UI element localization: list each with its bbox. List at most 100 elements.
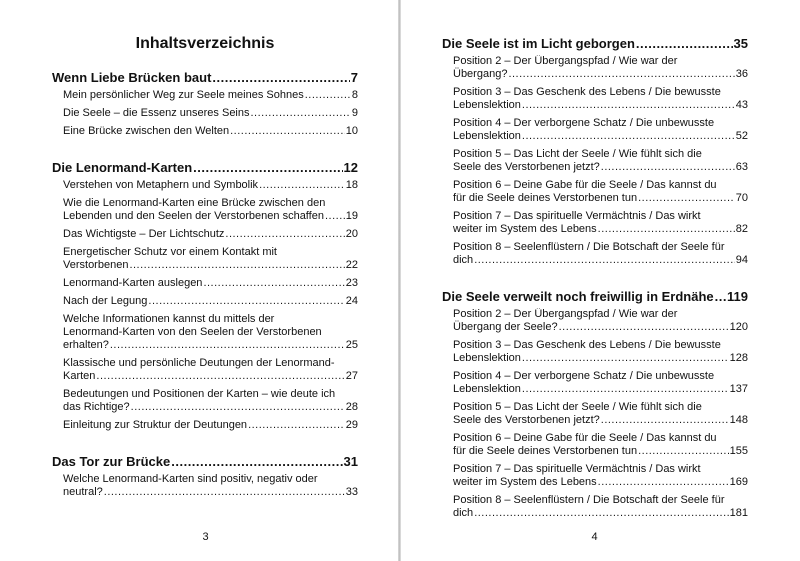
entry-page-number: 137 [728, 383, 748, 396]
entry-page-number: 24 [344, 295, 358, 308]
entry-title: Die Seele ist im Licht geborgen [442, 36, 635, 51]
entry-page-number: 43 [734, 99, 748, 112]
entry-title: Position 8 – Seelenflüstern / Die Botsch… [453, 494, 725, 519]
toc-entry[interactable]: Die Seele – die Essenz unseres Seins 9 [63, 107, 358, 120]
entry-title: Wie die Lenormand-Karten eine Brücke zwi… [63, 197, 325, 222]
entry-page-number: 25 [344, 339, 358, 352]
toc-entry[interactable]: Position 6 – Deine Gabe für die Seele / … [453, 432, 748, 458]
toc-chapter[interactable]: Die Seele verweilt noch freiwillig in Er… [442, 289, 748, 304]
entry-page-number: 19 [344, 210, 358, 223]
toc-entry[interactable]: Verstehen von Metaphern und Symbolik 18 [63, 179, 358, 192]
toc-entry[interactable]: Eine Brücke zwischen den Welten 10 [63, 125, 358, 138]
entry-page-number: 35 [732, 36, 748, 51]
entry-page-number: 70 [734, 192, 748, 205]
toc-chapter[interactable]: Die Seele ist im Licht geborgen 35 [442, 36, 748, 51]
toc-entry[interactable]: Position 3 – Das Geschenk des Lebens / D… [453, 339, 748, 365]
entry-page-number: 23 [344, 277, 358, 290]
entry-page-number: 119 [726, 289, 748, 304]
toc-section: Das Tor zur Brücke 31 Welche Lenormand-Kar… [52, 454, 358, 499]
entry-title: Welche Lenormand-Karten sind positiv, ne… [63, 473, 318, 498]
entry-page-number: 29 [344, 419, 358, 432]
entry-title: Position 2 – Der Übergangspfad / Wie war… [453, 55, 677, 80]
toc-section: Die Seele verweilt noch freiwillig in Er… [442, 289, 748, 520]
toc-title: Inhaltsverzeichnis [135, 35, 275, 52]
toc-entry[interactable]: Mein persönlicher Weg zur Seele meines S… [63, 89, 358, 102]
toc-entry[interactable]: Position 5 – Das Licht der Seele / Wie f… [453, 148, 748, 174]
toc-entry[interactable]: Das Wichtigste – Der Lichtschutz 20 [63, 228, 358, 241]
entry-title: Eine Brücke zwischen den Welten [63, 125, 229, 137]
entry-page-number: 27 [344, 370, 358, 383]
toc-entry[interactable]: Nach der Legung 24 [63, 295, 358, 308]
entry-page-number: 8 [350, 89, 358, 102]
entry-title: Die Seele – die Essenz unseres Seins [63, 107, 250, 119]
toc-entry[interactable]: Position 6 – Deine Gabe für die Seele / … [453, 179, 748, 205]
entry-title: Die Lenormand-Karten [52, 160, 192, 175]
toc-entry[interactable]: Lenormand-Karten auslegen 23 [63, 277, 358, 290]
toc-chapter[interactable]: Das Tor zur Brücke 31 [52, 454, 358, 469]
toc-entry[interactable]: Welche Lenormand-Karten sind positiv, ne… [63, 473, 358, 499]
entry-title: Position 5 – Das Licht der Seele / Wie f… [453, 401, 702, 426]
entry-page-number: 181 [728, 507, 748, 520]
toc-entry[interactable]: Welche Informationen kannst du mittels d… [63, 313, 358, 352]
toc-entry[interactable]: Position 5 – Das Licht der Seele / Wie f… [453, 401, 748, 427]
entry-title: Lenormand-Karten auslegen [63, 277, 202, 289]
toc-left: Inhaltsverzeichnis Wenn Liebe Brücken ba… [52, 0, 358, 521]
entry-title: Position 3 – Das Geschenk des Lebens / D… [453, 339, 721, 364]
toc-chapter[interactable]: Die Lenormand-Karten 12 [52, 160, 358, 175]
entry-title: Position 7 – Das spirituelle Vermächtnis… [453, 210, 701, 235]
toc-entry[interactable]: Position 8 – Seelenflüstern / Die Botsch… [453, 494, 748, 520]
entry-title: Energetischer Schutz vor einem Kontakt m… [63, 246, 277, 271]
toc-section: Die Lenormand-Karten 12 Verstehen von Meta… [52, 160, 358, 432]
toc-entry[interactable]: Position 2 – Der Übergangspfad / Wie war… [453, 308, 748, 334]
entry-page-number: 20 [344, 228, 358, 241]
toc-entry[interactable]: Bedeutungen und Positionen der Karten – … [63, 388, 358, 414]
entry-page-number: 28 [344, 401, 358, 414]
entry-page-number: 52 [734, 130, 748, 143]
entry-page-number: 82 [734, 223, 748, 236]
entry-page-number: 128 [728, 352, 748, 365]
toc-entry[interactable]: Position 7 – Das spirituelle Vermächtnis… [453, 210, 748, 236]
toc-section: Wenn Liebe Brücken baut 7 Mein persönliche… [52, 70, 358, 138]
right-page: Die Seele ist im Licht geborgen 35 Positio… [401, 0, 800, 561]
entry-page-number: 12 [342, 160, 358, 175]
toc-entry[interactable]: Position 2 – Der Übergangspfad / Wie war… [453, 55, 748, 81]
entry-title: Das Tor zur Brücke [52, 454, 170, 469]
entry-page-number: 10 [344, 125, 358, 138]
toc-section: Die Seele ist im Licht geborgen 35 Positio… [442, 36, 748, 267]
entry-title: Position 4 – Der verborgene Schatz / Die… [453, 370, 714, 395]
toc-entry[interactable]: Einleitung zur Struktur der Deutungen 29 [63, 419, 358, 432]
entry-title: Die Seele verweilt noch freiwillig in Er… [442, 289, 714, 304]
entry-page-number: 94 [734, 254, 748, 267]
toc-entry[interactable]: Position 8 – Seelenflüstern / Die Botsch… [453, 241, 748, 267]
entry-page-number: 148 [728, 414, 748, 427]
toc-entry[interactable]: Klassische und persönliche Deutungen der… [63, 357, 358, 383]
toc-entry[interactable]: Position 4 – Der verborgene Schatz / Die… [453, 117, 748, 143]
entry-page-number: 169 [728, 476, 748, 489]
toc-entry[interactable]: Position 7 – Das spirituelle Vermächtnis… [453, 463, 748, 489]
left-page: Inhaltsverzeichnis Wenn Liebe Brücken ba… [0, 0, 399, 561]
entry-title: Position 4 – Der verborgene Schatz / Die… [453, 117, 714, 142]
entry-page-number: 22 [344, 259, 358, 272]
toc-right: Die Seele ist im Licht geborgen 35 Positio… [442, 0, 748, 542]
entry-title: Position 6 – Deine Gabe für die Seele / … [453, 432, 717, 457]
toc-entry[interactable]: Wie die Lenormand-Karten eine Brücke zwi… [63, 197, 358, 223]
toc-entry[interactable]: Energetischer Schutz vor einem Kontakt m… [63, 246, 358, 272]
entry-title: Wenn Liebe Brücken baut [52, 70, 211, 85]
entry-title: Position 3 – Das Geschenk des Lebens / D… [453, 86, 721, 111]
toc-entry[interactable]: Position 4 – Der verborgene Schatz / Die… [453, 370, 748, 396]
toc-entry[interactable]: Position 3 – Das Geschenk des Lebens / D… [453, 86, 748, 112]
entry-title: Bedeutungen und Positionen der Karten – … [63, 388, 335, 413]
entry-page-number: 9 [350, 107, 358, 120]
page-number: 3 [202, 531, 209, 543]
entry-title: Position 2 – Der Übergangspfad / Wie war… [453, 308, 677, 333]
toc-chapter[interactable]: Wenn Liebe Brücken baut 7 [52, 70, 358, 85]
entry-page-number: 120 [728, 321, 748, 334]
entry-title: Verstehen von Metaphern und Symbolik [63, 179, 258, 191]
entry-page-number: 155 [728, 445, 748, 458]
page-gutter [398, 0, 401, 561]
entry-page-number: 33 [344, 486, 358, 499]
entry-page-number: 63 [734, 161, 748, 174]
page-number: 4 [591, 531, 598, 543]
entry-page-number: 7 [349, 70, 358, 85]
entry-title: Nach der Legung [63, 295, 147, 307]
